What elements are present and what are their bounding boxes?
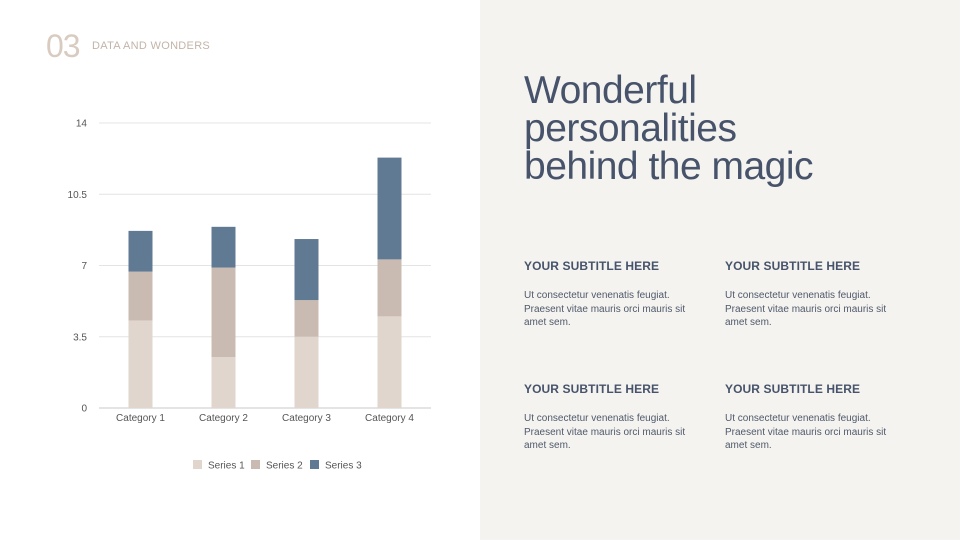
y-tick-label: 7 bbox=[81, 261, 87, 272]
y-tick-label: 14 bbox=[76, 119, 88, 130]
slide-title: Wonderful personalities behind the magic bbox=[524, 69, 924, 188]
legend-swatch bbox=[193, 460, 202, 469]
bar-segment bbox=[294, 239, 319, 301]
category-label: Category 4 bbox=[365, 413, 414, 424]
stacked-bar-chart: 0 3.5 7 10.5 14 Category 1 Category 2 Category… bbox=[68, 119, 431, 472]
bar-segment bbox=[294, 300, 319, 337]
bar-segment bbox=[294, 336, 319, 408]
block-subtitle: YOUR SUBTITLE HERE bbox=[725, 259, 861, 273]
y-tick-label: 10.5 bbox=[68, 190, 88, 201]
right-panel bbox=[480, 0, 960, 540]
block-body: Ut consectetur venenatis feugiat. Praese… bbox=[725, 413, 887, 451]
text-block-1: YOUR SUBTITLE HERE Ut consectetur venena… bbox=[524, 259, 699, 330]
legend-label: Series 3 bbox=[325, 461, 362, 472]
y-tick-label: 0 bbox=[81, 404, 87, 415]
title-line-2: personalities bbox=[524, 107, 737, 150]
legend-swatch bbox=[251, 460, 260, 469]
section-number: 03 bbox=[46, 28, 81, 64]
block-subtitle: YOUR SUBTITLE HERE bbox=[524, 382, 660, 396]
block-body: Ut consectetur venenatis feugiat. Praese… bbox=[524, 413, 686, 451]
text-block-3: YOUR SUBTITLE HERE Ut consectetur venena… bbox=[524, 382, 699, 453]
bar-segment bbox=[128, 320, 153, 408]
section-label: DATA AND WONDERS bbox=[92, 40, 211, 52]
title-line-1: Wonderful bbox=[524, 69, 697, 112]
bar-segment bbox=[377, 157, 402, 260]
block-subtitle: YOUR SUBTITLE HERE bbox=[524, 259, 660, 273]
title-line-3: behind the magic bbox=[524, 145, 814, 188]
category-label: Category 2 bbox=[199, 413, 248, 424]
bar-segment bbox=[377, 259, 402, 317]
bar-segment bbox=[211, 226, 236, 268]
legend-label: Series 1 bbox=[208, 461, 245, 472]
text-block-2: YOUR SUBTITLE HERE Ut consectetur venena… bbox=[725, 259, 900, 330]
text-block-4: YOUR SUBTITLE HERE Ut consectetur venena… bbox=[725, 382, 900, 453]
category-label: Category 3 bbox=[282, 413, 331, 424]
block-body: Ut consectetur venenatis feugiat. Praese… bbox=[524, 290, 686, 328]
bar-segment bbox=[211, 357, 236, 408]
bar-segment bbox=[377, 316, 402, 408]
legend-label: Series 2 bbox=[266, 461, 303, 472]
bar-segment bbox=[128, 271, 153, 321]
block-body: Ut consectetur venenatis feugiat. Praese… bbox=[725, 290, 887, 328]
legend-swatch bbox=[310, 460, 319, 469]
bar-segment bbox=[211, 267, 236, 358]
bar-segment bbox=[128, 230, 153, 272]
block-subtitle: YOUR SUBTITLE HERE bbox=[725, 382, 861, 396]
y-tick-label: 3.5 bbox=[73, 332, 87, 343]
category-label: Category 1 bbox=[116, 413, 165, 424]
